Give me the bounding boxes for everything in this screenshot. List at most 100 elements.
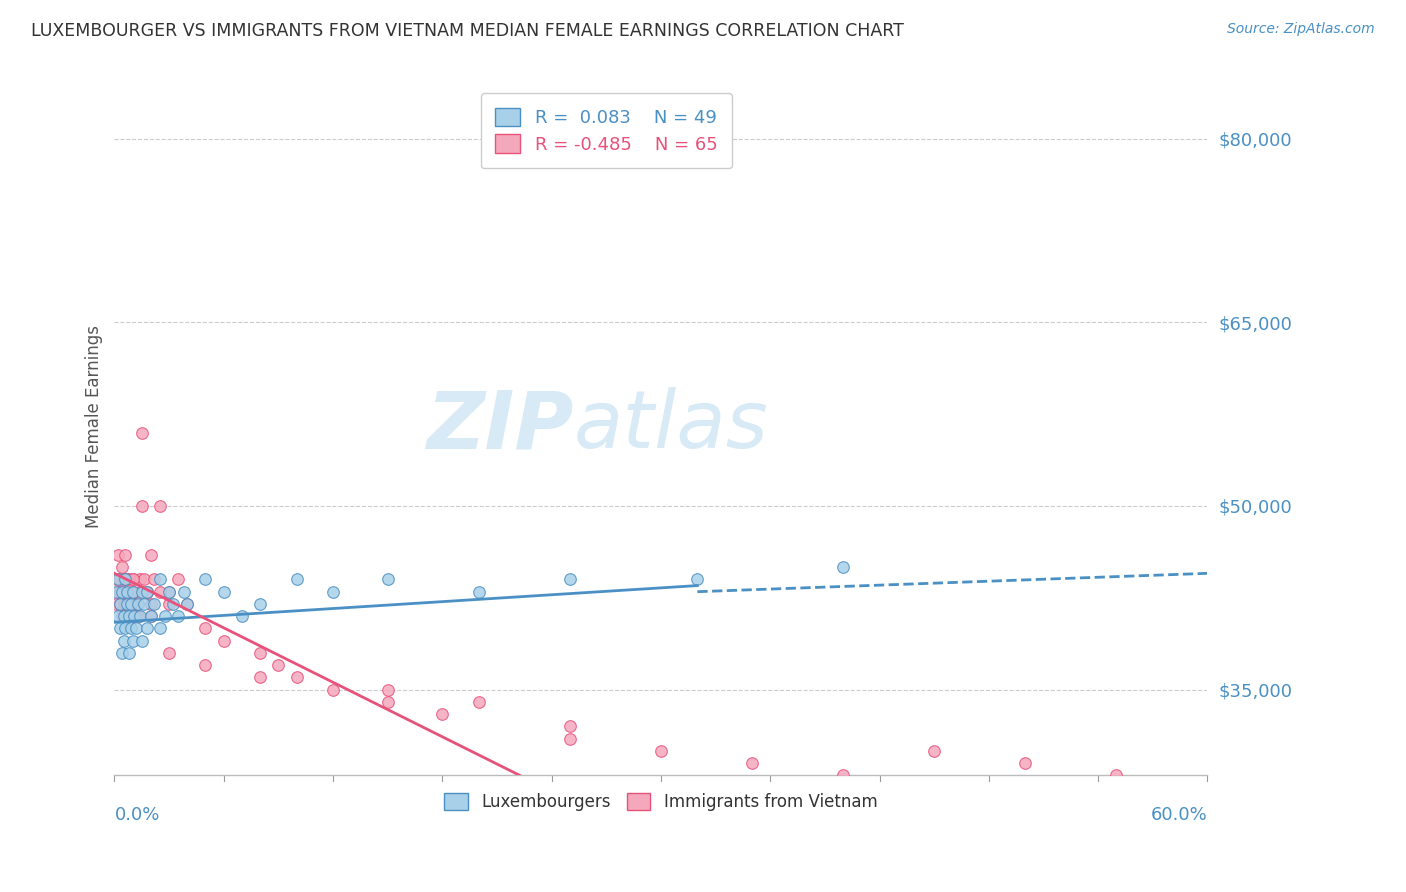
Point xyxy=(558,719,581,733)
Point xyxy=(114,597,136,611)
Point xyxy=(1014,756,1036,771)
Point xyxy=(267,658,290,673)
Point xyxy=(132,597,155,611)
Point xyxy=(167,609,190,624)
Point xyxy=(143,573,166,587)
Point xyxy=(114,622,136,636)
Text: Source: ZipAtlas.com: Source: ZipAtlas.com xyxy=(1227,22,1375,37)
Point xyxy=(167,573,190,587)
Point xyxy=(249,646,271,660)
Point xyxy=(322,584,344,599)
Point xyxy=(922,744,945,758)
Point xyxy=(118,646,141,660)
Point xyxy=(285,670,308,684)
Point xyxy=(121,584,143,599)
Point xyxy=(143,597,166,611)
Point xyxy=(1105,768,1128,782)
Point xyxy=(136,584,159,599)
Point xyxy=(118,573,141,587)
Point xyxy=(212,584,235,599)
Point xyxy=(105,573,128,587)
Point xyxy=(111,609,134,624)
Point xyxy=(194,622,217,636)
Point xyxy=(131,499,153,513)
Point xyxy=(468,584,491,599)
Point xyxy=(125,622,148,636)
Point xyxy=(139,597,162,611)
Point xyxy=(176,597,198,611)
Point xyxy=(162,597,184,611)
Point xyxy=(121,573,143,587)
Point xyxy=(112,573,135,587)
Point xyxy=(107,548,129,562)
Point xyxy=(107,609,129,624)
Point xyxy=(650,744,672,758)
Point xyxy=(157,584,180,599)
Point xyxy=(249,597,271,611)
Point xyxy=(131,425,153,440)
Point xyxy=(149,622,172,636)
Text: atlas: atlas xyxy=(574,387,768,466)
Point xyxy=(686,573,709,587)
Point xyxy=(157,584,180,599)
Point xyxy=(112,633,135,648)
Point xyxy=(114,548,136,562)
Point xyxy=(131,584,153,599)
Point xyxy=(115,584,138,599)
Point xyxy=(115,597,138,611)
Point xyxy=(136,584,159,599)
Point xyxy=(132,573,155,587)
Text: LUXEMBOURGER VS IMMIGRANTS FROM VIETNAM MEDIAN FEMALE EARNINGS CORRELATION CHART: LUXEMBOURGER VS IMMIGRANTS FROM VIETNAM … xyxy=(31,22,904,40)
Point xyxy=(108,597,131,611)
Point xyxy=(105,597,128,611)
Point xyxy=(832,768,855,782)
Point xyxy=(108,584,131,599)
Point xyxy=(112,573,135,587)
Point xyxy=(194,658,217,673)
Point xyxy=(121,609,143,624)
Point xyxy=(741,756,763,771)
Point xyxy=(125,597,148,611)
Point xyxy=(832,560,855,574)
Point xyxy=(377,682,399,697)
Point xyxy=(125,609,148,624)
Point xyxy=(212,633,235,648)
Point xyxy=(377,573,399,587)
Point xyxy=(108,622,131,636)
Text: 0.0%: 0.0% xyxy=(114,806,160,824)
Point xyxy=(322,682,344,697)
Point xyxy=(124,609,146,624)
Point xyxy=(107,573,129,587)
Point xyxy=(114,584,136,599)
Point xyxy=(249,670,271,684)
Point xyxy=(558,573,581,587)
Point xyxy=(118,609,141,624)
Point xyxy=(127,597,149,611)
Legend: Luxembourgers, Immigrants from Vietnam: Luxembourgers, Immigrants from Vietnam xyxy=(436,785,886,820)
Point xyxy=(108,573,131,587)
Point xyxy=(149,584,172,599)
Point xyxy=(136,622,159,636)
Point xyxy=(120,584,142,599)
Point xyxy=(149,499,172,513)
Point xyxy=(121,633,143,648)
Point xyxy=(105,584,128,599)
Point xyxy=(149,573,172,587)
Point xyxy=(155,609,177,624)
Point xyxy=(129,573,152,587)
Point xyxy=(112,597,135,611)
Point xyxy=(124,584,146,599)
Point xyxy=(558,731,581,746)
Point xyxy=(120,597,142,611)
Point xyxy=(108,597,131,611)
Point xyxy=(131,633,153,648)
Point xyxy=(115,573,138,587)
Y-axis label: Median Female Earnings: Median Female Earnings xyxy=(86,325,103,528)
Point xyxy=(111,646,134,660)
Point xyxy=(377,695,399,709)
Point xyxy=(194,573,217,587)
Point xyxy=(157,646,180,660)
Point xyxy=(131,584,153,599)
Point xyxy=(111,560,134,574)
Point xyxy=(173,584,195,599)
